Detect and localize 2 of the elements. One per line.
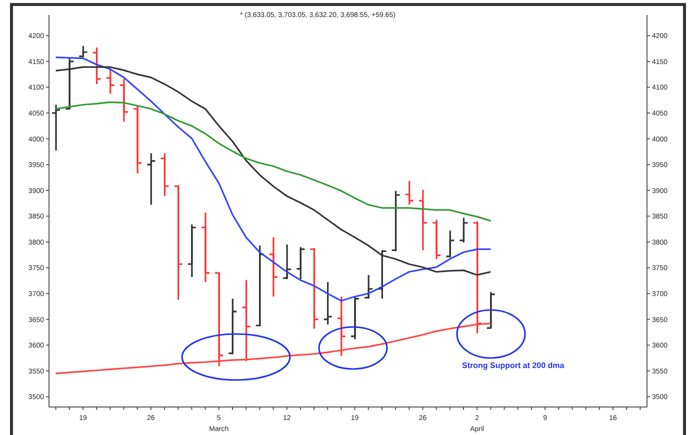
- annotation: Strong Support at 200 dma: [462, 361, 565, 370]
- line-series: [54, 101, 492, 222]
